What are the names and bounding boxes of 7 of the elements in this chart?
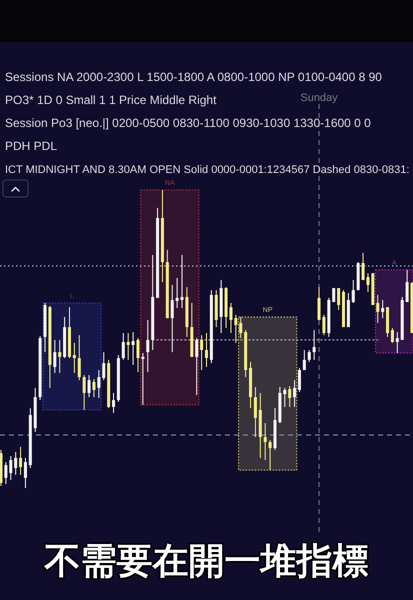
header-line: Sessions NA 2000-2300 L 1500-1800 A 0800-1000 NP 0100-0400 8 90 [5, 70, 382, 84]
header-line: ICT MIDNIGHT AND 8.30AM OPEN Solid 0000-0001:1234567 Dashed 0830-0831: [5, 164, 410, 176]
header-line: Session Po3 [neo.|] 0200-0500 0830-1100 0930-1030 1330-1600 0 0 [5, 116, 371, 130]
header-line: PO3* 1D 0 Small 1 1 Price Middle Right [5, 93, 216, 107]
caption: 不需要在開一堆指標 [44, 541, 368, 582]
session-divider-label: Sunday [300, 92, 338, 104]
header-line: PDH PDL [5, 139, 58, 153]
